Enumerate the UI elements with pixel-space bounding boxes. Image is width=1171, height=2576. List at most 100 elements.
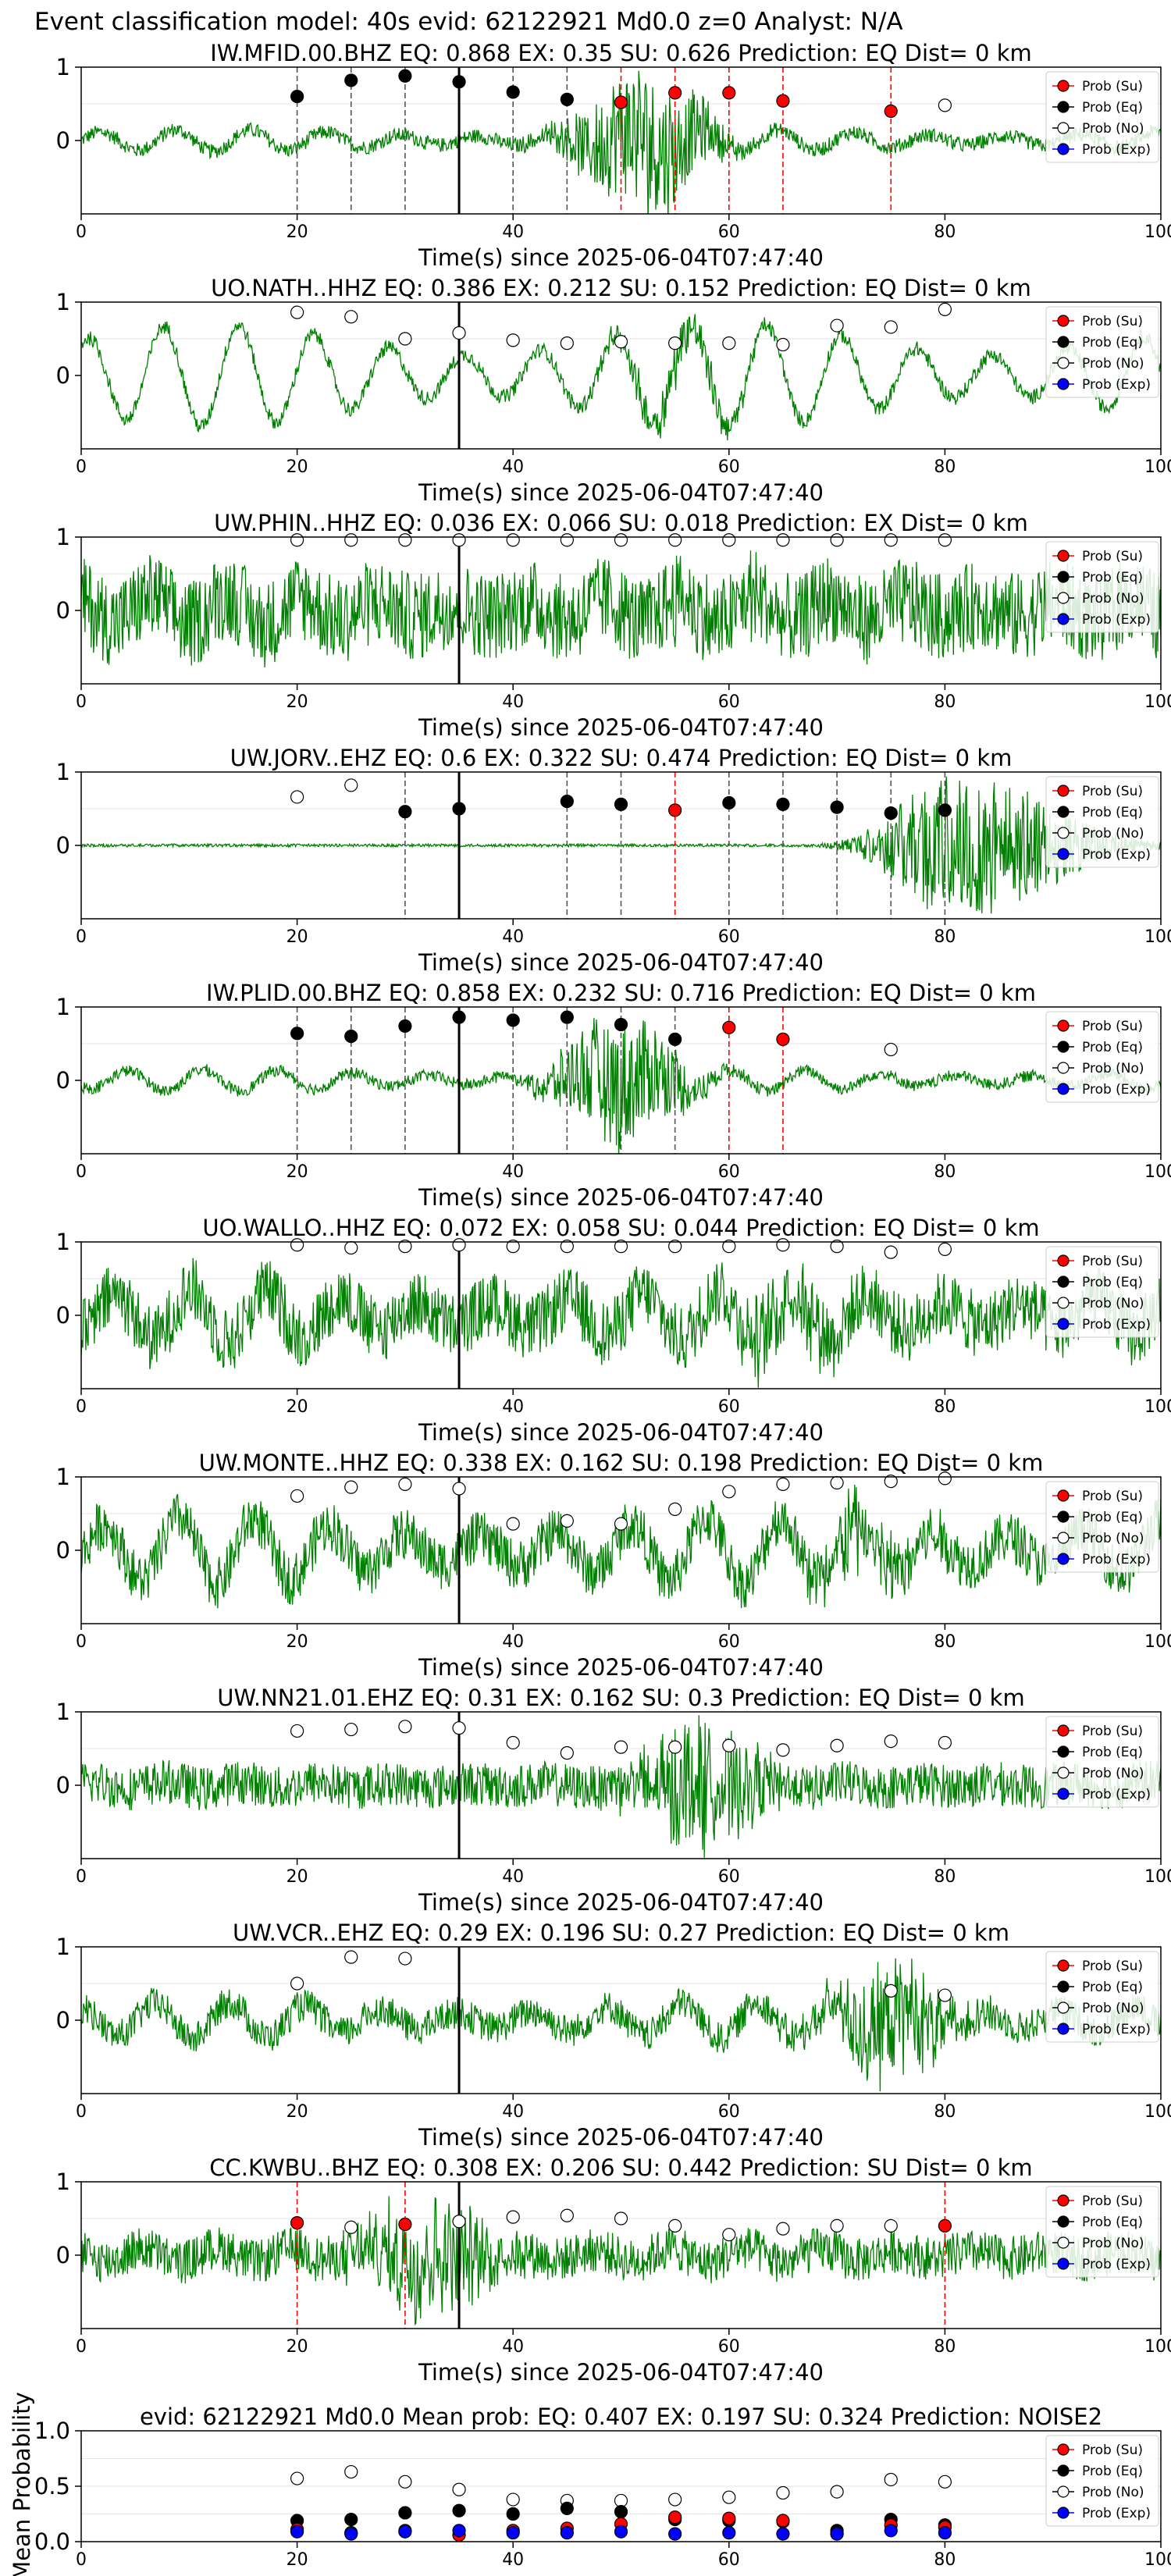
legend-label-eq: Prob (Eq) — [1082, 2215, 1143, 2230]
legend-marker-exp — [1057, 2023, 1070, 2035]
legend-marker-no — [1057, 827, 1070, 839]
legend-label-exp: Prob (Exp) — [1082, 377, 1151, 393]
panel-title: UW.JORV..EHZ EQ: 0.6 EX: 0.322 SU: 0.474… — [230, 745, 1013, 771]
x-axis-label: Time(s) since 2025-06-04T07:47:40 — [418, 1184, 824, 1211]
mean-point-eq — [344, 2513, 358, 2527]
panel-title: IW.PLID.00.BHZ EQ: 0.858 EX: 0.232 SU: 0… — [206, 980, 1036, 1006]
probability-point-no — [398, 1240, 412, 1254]
waveform-trace — [81, 1715, 1161, 1858]
y-axis-label: Mean Probability — [9, 2392, 35, 2576]
x-tick-label: 40 — [502, 457, 524, 477]
probability-point-eq — [398, 1019, 412, 1034]
legend-box — [1045, 1951, 1159, 2043]
probability-point-su — [668, 803, 682, 817]
legend-marker-eq — [1057, 2464, 1070, 2477]
legend-label-eq: Prob (Eq) — [1082, 1980, 1143, 1995]
probability-point-no — [668, 1502, 682, 1516]
legend-label-exp: Prob (Exp) — [1082, 1317, 1151, 1332]
legend-marker-no — [1057, 1062, 1070, 1074]
probability-point-su — [668, 86, 682, 100]
legend-marker-su — [1057, 1489, 1070, 1502]
probability-point-eq — [560, 92, 574, 106]
probability-point-eq — [506, 85, 520, 99]
probability-point-no — [344, 1950, 358, 1964]
legend-marker-eq — [1057, 1276, 1070, 1288]
x-tick-label: 0 — [76, 927, 87, 947]
probability-point-eq — [614, 1017, 628, 1032]
legend-label-no: Prob (No) — [1082, 1531, 1144, 1546]
legend-marker-eq — [1057, 1510, 1070, 1523]
legend-marker-no — [1057, 1532, 1070, 1544]
legend-marker-no — [1057, 2236, 1070, 2249]
legend-marker-exp — [1057, 1788, 1070, 1800]
y-tick-label: 0.5 — [34, 2473, 70, 2500]
probability-point-no — [614, 335, 628, 349]
station-panel-1: IW.MFID.00.BHZ EQ: 0.868 EX: 0.35 SU: 0.… — [56, 40, 1171, 271]
waveform-trace — [81, 1484, 1161, 1609]
x-tick-label: 60 — [718, 2550, 740, 2570]
probability-point-no — [884, 2218, 898, 2233]
legend-marker-su — [1057, 2194, 1070, 2207]
probability-point-no — [398, 1720, 412, 1734]
probability-point-no — [938, 302, 952, 316]
probability-point-no — [506, 1240, 520, 1254]
panels: IW.MFID.00.BHZ EQ: 0.868 EX: 0.35 SU: 0.… — [9, 40, 1171, 2576]
mean-point-no — [506, 2492, 520, 2507]
legend-marker-eq — [1057, 571, 1070, 583]
legend-label-eq: Prob (Eq) — [1082, 2464, 1143, 2479]
x-tick-label: 60 — [718, 1867, 740, 1887]
legend-label-no: Prob (No) — [1082, 591, 1144, 607]
y-tick-label: 1 — [56, 524, 70, 550]
probability-point-eq — [452, 802, 466, 816]
legend-marker-exp — [1057, 1553, 1070, 1565]
mean-point-exp — [722, 2526, 736, 2540]
station-panel-8: UW.NN21.01.EHZ EQ: 0.31 EX: 0.162 SU: 0.… — [56, 1685, 1171, 1916]
mean-point-exp — [506, 2526, 520, 2540]
probability-point-no — [722, 1240, 736, 1254]
y-tick-label: 0 — [56, 1067, 70, 1094]
probability-point-no — [290, 1724, 304, 1738]
x-tick-label: 80 — [934, 692, 956, 712]
x-tick-label: 0 — [76, 1162, 87, 1182]
probability-point-no — [560, 336, 574, 350]
legend-marker-exp — [1057, 613, 1070, 625]
x-tick-label: 40 — [502, 1632, 524, 1652]
station-panel-3: UW.PHIN..HHZ EQ: 0.036 EX: 0.066 SU: 0.0… — [56, 510, 1171, 741]
probability-point-no — [776, 1743, 790, 1757]
legend-label-eq: Prob (Eq) — [1082, 1745, 1143, 1760]
x-tick-label: 80 — [934, 2550, 956, 2570]
probability-point-no — [938, 1988, 952, 2002]
legend-marker-eq — [1057, 336, 1070, 348]
y-tick-label: 1 — [56, 994, 70, 1020]
legend-box — [1045, 2435, 1159, 2527]
y-tick-label: 0 — [56, 127, 70, 154]
x-tick-label: 100 — [1144, 1162, 1171, 1182]
x-tick-label: 0 — [76, 1632, 87, 1652]
probability-point-su — [938, 2218, 952, 2233]
mean-point-exp — [290, 2524, 304, 2539]
waveform-trace — [81, 2196, 1161, 2326]
probability-point-eq — [614, 797, 628, 811]
x-tick-label: 80 — [934, 2102, 956, 2122]
legend-label-su: Prob (Su) — [1082, 79, 1143, 94]
probability-point-no — [290, 305, 304, 319]
probability-point-su — [776, 94, 790, 108]
legend-box — [1045, 1011, 1159, 1103]
panel-title: UO.WALLO..HHZ EQ: 0.072 EX: 0.058 SU: 0.… — [202, 1215, 1039, 1241]
probability-point-no — [884, 320, 898, 334]
legend-label-exp: Prob (Exp) — [1082, 847, 1151, 863]
x-tick-label: 40 — [502, 1397, 524, 1417]
y-tick-label: 1 — [56, 2169, 70, 2195]
x-tick-label: 0 — [76, 2102, 87, 2122]
legend-box — [1045, 306, 1159, 398]
mean-point-eq — [614, 2505, 628, 2519]
probability-point-eq — [560, 794, 574, 809]
probability-point-no — [452, 2215, 466, 2229]
legend-label-eq: Prob (Eq) — [1082, 805, 1143, 820]
legend-label-su: Prob (Su) — [1082, 2194, 1143, 2209]
x-tick-label: 40 — [502, 2337, 524, 2357]
x-tick-label: 80 — [934, 222, 956, 242]
probability-point-su — [290, 2216, 304, 2230]
panel-title: UW.MONTE..HHZ EQ: 0.338 EX: 0.162 SU: 0.… — [199, 1450, 1044, 1476]
